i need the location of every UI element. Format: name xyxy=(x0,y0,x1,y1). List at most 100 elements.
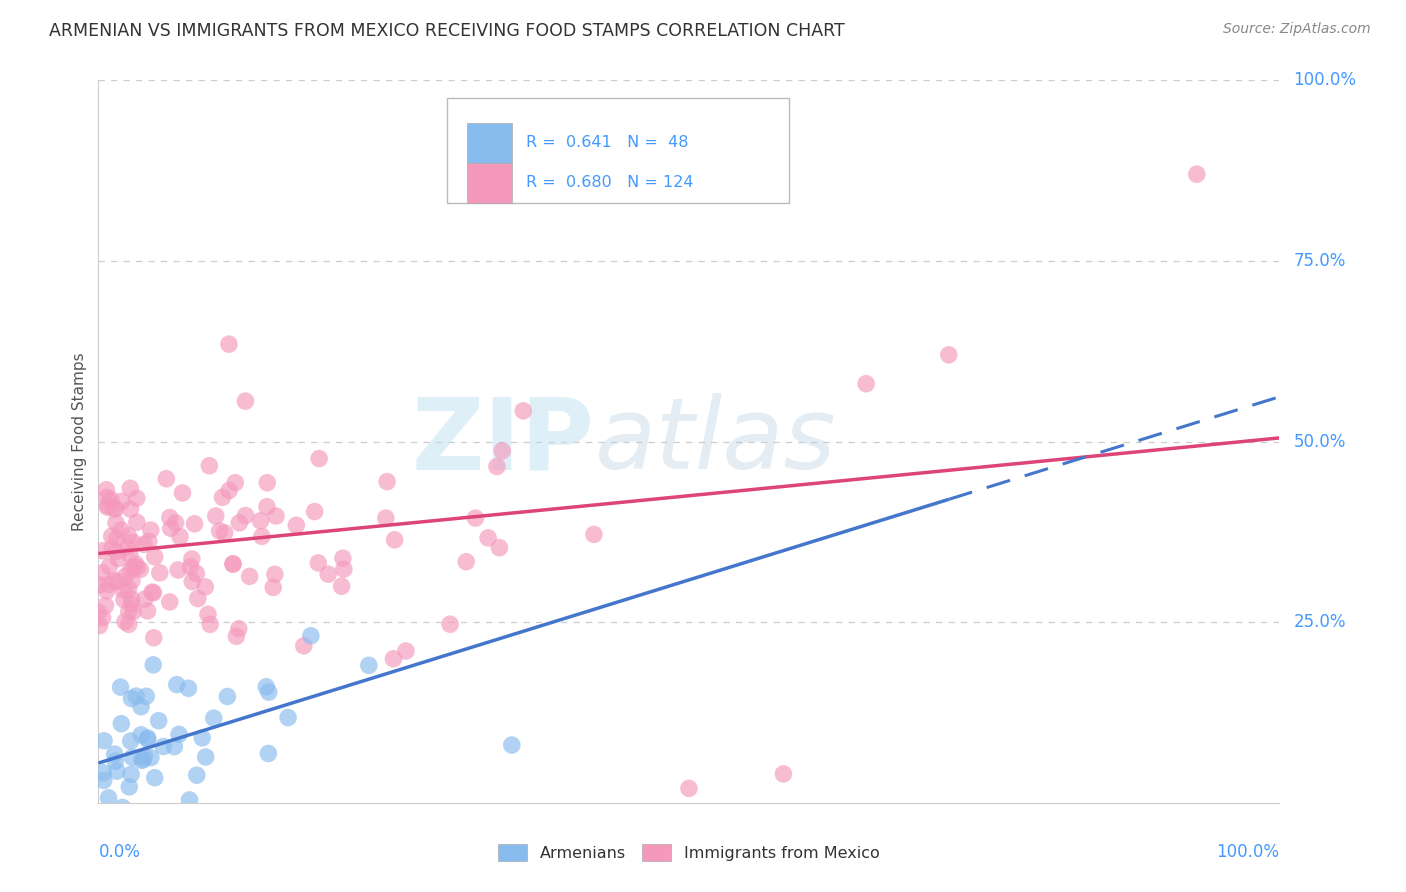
Point xyxy=(439,617,461,632)
Point xyxy=(125,491,148,506)
Point xyxy=(97,790,120,805)
Point xyxy=(125,689,148,703)
Point xyxy=(112,583,135,598)
Point xyxy=(225,629,247,643)
Point xyxy=(124,557,146,571)
Point xyxy=(357,658,380,673)
Point xyxy=(143,549,166,564)
Point xyxy=(330,579,353,593)
Point xyxy=(222,558,245,572)
Point xyxy=(772,767,794,781)
Point xyxy=(855,376,877,391)
Point xyxy=(89,810,111,824)
Point xyxy=(139,523,162,537)
Point xyxy=(228,516,250,530)
Text: Source: ZipAtlas.com: Source: ZipAtlas.com xyxy=(1223,22,1371,37)
Point xyxy=(114,615,136,629)
Point xyxy=(120,563,142,577)
Point xyxy=(256,475,278,490)
Point xyxy=(122,560,145,574)
Point xyxy=(512,404,534,418)
Point xyxy=(262,581,284,595)
Point xyxy=(111,800,134,814)
Point xyxy=(131,753,153,767)
Point xyxy=(159,521,181,535)
Point xyxy=(186,566,208,581)
Point xyxy=(142,657,165,672)
Point xyxy=(104,747,127,761)
Point xyxy=(501,738,523,752)
Point xyxy=(249,514,271,528)
Point xyxy=(139,750,162,764)
Point xyxy=(277,710,299,724)
Point xyxy=(204,508,226,523)
Point xyxy=(485,459,508,474)
Point xyxy=(112,592,135,607)
Point xyxy=(218,337,240,351)
Point xyxy=(118,617,141,632)
Point xyxy=(100,529,122,543)
Point xyxy=(194,580,217,594)
Point xyxy=(149,566,172,580)
Point xyxy=(97,577,120,591)
Point xyxy=(180,552,202,566)
Point xyxy=(104,574,127,588)
Text: 100.0%: 100.0% xyxy=(1294,71,1357,89)
Point xyxy=(118,548,141,562)
Point xyxy=(256,500,278,514)
Point xyxy=(121,597,143,611)
Point xyxy=(1185,167,1208,181)
Point xyxy=(122,535,145,549)
Point xyxy=(105,544,128,558)
Point xyxy=(129,728,152,742)
Point xyxy=(211,491,233,505)
Point xyxy=(198,458,221,473)
Text: 100.0%: 100.0% xyxy=(1216,843,1279,861)
Point xyxy=(172,486,194,500)
Point xyxy=(177,681,200,696)
Text: atlas: atlas xyxy=(595,393,837,490)
Text: 0.0%: 0.0% xyxy=(98,843,141,861)
Point xyxy=(222,557,245,571)
Point xyxy=(136,732,159,747)
Point xyxy=(239,569,262,583)
Point xyxy=(93,733,115,747)
Legend: Armenians, Immigrants from Mexico: Armenians, Immigrants from Mexico xyxy=(492,838,886,868)
Point xyxy=(183,516,205,531)
Point xyxy=(132,537,155,551)
Point xyxy=(110,680,132,694)
Text: ARMENIAN VS IMMIGRANTS FROM MEXICO RECEIVING FOOD STAMPS CORRELATION CHART: ARMENIAN VS IMMIGRANTS FROM MEXICO RECEI… xyxy=(49,22,845,40)
Point xyxy=(118,780,141,794)
Point xyxy=(285,518,308,533)
Point xyxy=(91,566,114,580)
Text: ZIP: ZIP xyxy=(412,393,595,490)
Point xyxy=(107,574,129,589)
FancyBboxPatch shape xyxy=(447,98,789,203)
Point xyxy=(103,502,125,516)
Point xyxy=(235,394,257,409)
Point xyxy=(488,541,510,555)
Text: R =  0.680   N = 124: R = 0.680 N = 124 xyxy=(526,176,693,190)
Point xyxy=(179,793,201,807)
Point xyxy=(165,516,187,530)
Point xyxy=(122,605,145,619)
Point xyxy=(138,534,160,549)
Point xyxy=(105,764,128,779)
Point xyxy=(91,543,114,558)
Point xyxy=(257,747,280,761)
Bar xyxy=(467,163,512,202)
Point xyxy=(120,767,142,781)
Point xyxy=(134,592,156,607)
Point xyxy=(93,773,115,788)
Point xyxy=(89,618,111,632)
Point xyxy=(143,771,166,785)
Point xyxy=(292,639,315,653)
Point xyxy=(107,551,129,566)
Point xyxy=(134,749,156,764)
Point xyxy=(250,529,273,543)
Text: R =  0.641   N =  48: R = 0.641 N = 48 xyxy=(526,136,689,151)
Point xyxy=(332,551,354,566)
Point xyxy=(197,607,219,622)
Point xyxy=(121,750,143,764)
Point xyxy=(110,716,132,731)
